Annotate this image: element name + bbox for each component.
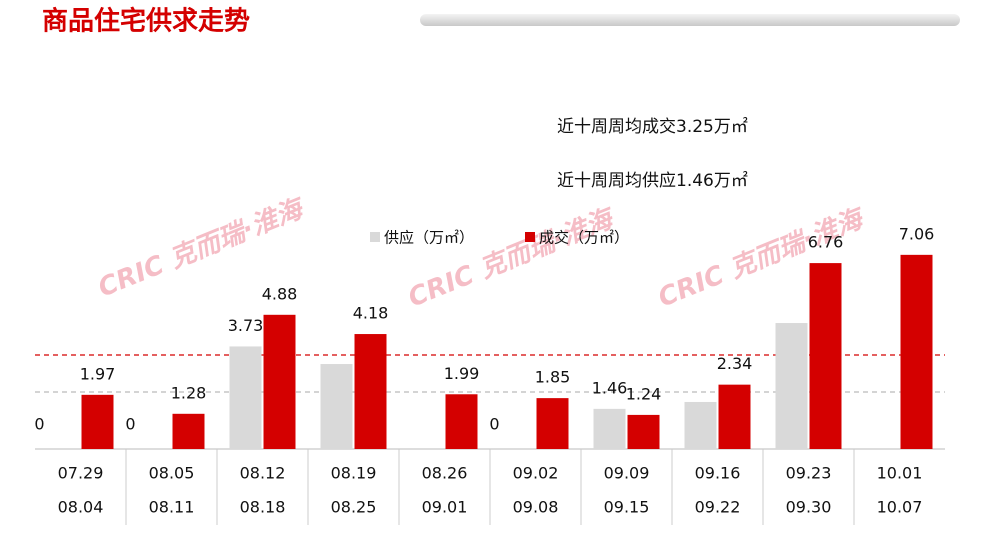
bar bbox=[809, 263, 842, 449]
data-label: 3.73 bbox=[228, 316, 264, 335]
data-label: 1.99 bbox=[444, 364, 480, 383]
watermark: CRIC 克而瑞·淮海 bbox=[404, 203, 620, 314]
bar bbox=[775, 323, 808, 449]
data-label: 0 bbox=[125, 415, 135, 434]
x-tick-label: 09.30 bbox=[786, 498, 832, 517]
bar bbox=[229, 346, 262, 449]
x-tick-label: 09.15 bbox=[604, 498, 650, 517]
x-tick-label: 08.11 bbox=[149, 498, 195, 517]
x-tick-label: 09.16 bbox=[695, 464, 741, 483]
x-tick-label: 08.25 bbox=[331, 498, 377, 517]
data-label: 6.76 bbox=[808, 233, 844, 252]
data-label: 1.85 bbox=[535, 368, 571, 387]
x-tick-label: 08.05 bbox=[149, 464, 195, 483]
data-label: 1.28 bbox=[171, 383, 207, 402]
bar bbox=[445, 394, 478, 449]
data-label: 4.18 bbox=[353, 304, 389, 323]
bar bbox=[320, 364, 353, 449]
x-tick-label: 08.12 bbox=[240, 464, 286, 483]
data-label: 0 bbox=[489, 415, 499, 434]
legend-label: 供应（万㎡） bbox=[384, 229, 474, 247]
legend-swatch bbox=[370, 232, 380, 242]
x-tick-label: 09.22 bbox=[695, 498, 741, 517]
bar bbox=[684, 401, 717, 449]
bar bbox=[172, 413, 205, 449]
bar bbox=[354, 334, 387, 449]
bar bbox=[900, 254, 933, 449]
legend-label: 成交（万㎡） bbox=[539, 229, 629, 247]
data-label: 1.24 bbox=[626, 384, 662, 403]
data-label: 1.97 bbox=[80, 364, 116, 383]
x-tick-label: 10.01 bbox=[877, 464, 923, 483]
bar bbox=[263, 314, 296, 449]
x-tick-label: 09.02 bbox=[513, 464, 559, 483]
header-bar bbox=[420, 14, 960, 26]
x-tick-label: 07.29 bbox=[58, 464, 104, 483]
x-tick-label: 09.01 bbox=[422, 498, 468, 517]
chart-title: 商品住宅供求走势 bbox=[42, 6, 250, 37]
bar bbox=[627, 414, 660, 449]
annotation: 近十周周均供应1.46万㎡ bbox=[557, 171, 748, 191]
data-label: 4.88 bbox=[262, 284, 298, 303]
bar bbox=[593, 408, 626, 449]
annotation: 近十周周均成交3.25万㎡ bbox=[557, 117, 748, 137]
data-label: 7.06 bbox=[899, 224, 935, 243]
x-tick-label: 09.08 bbox=[513, 498, 559, 517]
x-tick-label: 08.04 bbox=[58, 498, 104, 517]
x-tick-label: 08.26 bbox=[422, 464, 468, 483]
bar bbox=[81, 394, 114, 449]
data-label: 2.34 bbox=[717, 354, 753, 373]
bar bbox=[536, 398, 569, 449]
legend-swatch bbox=[525, 232, 535, 242]
x-tick-label: 08.18 bbox=[240, 498, 286, 517]
x-tick-label: 09.23 bbox=[786, 464, 832, 483]
data-label: 1.46 bbox=[592, 378, 628, 397]
data-label: 0 bbox=[34, 415, 44, 434]
x-tick-label: 10.07 bbox=[877, 498, 923, 517]
x-tick-label: 09.09 bbox=[604, 464, 650, 483]
bar bbox=[718, 384, 751, 449]
x-tick-label: 08.19 bbox=[331, 464, 377, 483]
